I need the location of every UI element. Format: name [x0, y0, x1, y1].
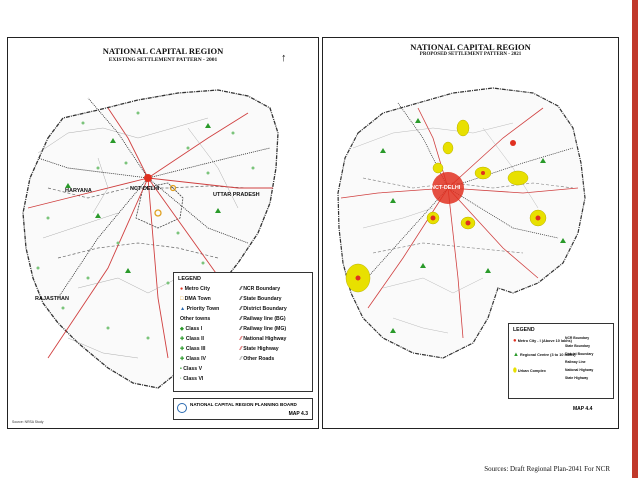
north-arrow-icon: ↑: [281, 52, 287, 64]
railway-mg-icon: ⁄⁄: [240, 326, 242, 332]
legend-item-national-highway: ⁄⁄ National Highway: [240, 336, 287, 342]
left-map-number: MAP 4.3: [288, 411, 308, 417]
ncr-boundary-icon: ⁄⁄: [240, 286, 242, 292]
legend-item-railway-mg: ⁄⁄ Railway line (MG): [240, 326, 287, 332]
district-boundary-icon: ⁄⁄: [240, 306, 242, 312]
legend-item-class-5: • Class V: [180, 366, 203, 372]
class-3-icon: ✚: [180, 346, 185, 352]
legend-item-district-boundary: ⁄⁄ District Boundary: [240, 306, 287, 312]
left-map-title: NATIONAL CAPITAL REGION: [102, 46, 224, 56]
legend-item-railway-bg: ⁄⁄ Railway line (BG): [240, 316, 286, 322]
planning-board-name: NATIONAL CAPITAL REGION PLANNING BOARD: [190, 402, 297, 407]
ncr-board-logo-icon: [177, 403, 187, 413]
uttar-pradesh-label: UTTAR PRADESH: [213, 192, 260, 198]
legend-item-state-boundary: ⁄⁄ State Boundary: [240, 296, 282, 302]
metro-city-icon: ●: [513, 338, 517, 344]
legend-item-class-1: ◆ Class I: [180, 326, 203, 332]
planning-board-box: NATIONAL CAPITAL REGION PLANNING BOARD M…: [173, 398, 313, 420]
left-source-note: Source: NRSA Study: [12, 420, 44, 424]
legend-item-dma-town: □ DMA Town: [180, 296, 211, 302]
right-legend: LEGEND ● Metro City - I (Above 10 lakhs)…: [508, 323, 614, 399]
railway-bg-icon: ⁄⁄: [240, 316, 242, 322]
legend-item-ncr-boundary: NCR Boundary: [565, 336, 590, 340]
priority-town-icon: ▲: [180, 306, 186, 312]
slide-source-caption: Sources: Draft Regional Plan-2041 For NC…: [484, 465, 610, 473]
legend-item-priority-town: ▲ Priority Town: [180, 306, 220, 312]
legend-item-state-boundary: State Boundary: [565, 344, 591, 348]
dma-town-icon: □: [180, 296, 184, 302]
legend-item-class-4: ✚ Class IV: [180, 356, 206, 362]
right-map-drawing: [337, 87, 586, 359]
regional-centre-icon: ▲: [513, 352, 519, 358]
class-5-icon: •: [180, 366, 182, 372]
right-map-title: NATIONAL CAPITAL REGION: [410, 42, 531, 52]
slide-accent-bar: [632, 0, 638, 478]
legend-item-class-2: ✚ Class II: [180, 336, 204, 342]
legend-item-national-highway: National Highway: [565, 368, 594, 372]
metro-city-icon: ●: [180, 286, 184, 292]
legend-item-class-3: ✚ Class III: [180, 346, 206, 352]
urban-complex-icon: ⬮: [513, 368, 517, 374]
left-map-subtitle: EXISTING SETTLEMENT PATTERN - 2001: [108, 57, 218, 63]
nct-delhi-label: NCT DELHI: [130, 186, 160, 192]
rajasthan-label: RAJASTHAN: [35, 296, 69, 302]
legend-item-metro-city: ● Metro City - I (Above 10 lakhs): [513, 338, 572, 344]
class-6-icon: ·: [180, 376, 182, 382]
right-legend-heading: LEGEND: [513, 327, 535, 333]
legend-item-railway-line: Railway Line: [565, 360, 586, 364]
left-map-drawing: [22, 89, 279, 389]
legend-item-class-6: · Class VI: [180, 376, 204, 382]
other-roads-icon: ⁄⁄: [240, 356, 242, 362]
left-legend: LEGEND ● Metro City □ DMA Town ▲ Priorit…: [173, 272, 313, 392]
national-highway-icon: ⁄⁄: [240, 336, 242, 342]
existing-settlement-map: NATIONAL CAPITAL REGION EXISTING SETTLEM…: [7, 37, 319, 429]
class-2-icon: ✚: [180, 336, 185, 342]
legend-item-urban-complex: ⬮ Urban Complex: [513, 368, 546, 374]
class-4-icon: ✚: [180, 356, 185, 362]
left-legend-heading: LEGEND: [178, 276, 201, 282]
legend-item-district-boundary: District Boundary: [565, 352, 594, 356]
legend-item-metro-city: ● Metro City: [180, 286, 210, 292]
nct-delhi-label: NCT-DELHI: [431, 185, 461, 191]
haryana-label: HARYANA: [65, 188, 92, 194]
legend-item-regional-centre: ▲ Regional Centre (3 to 10 lakhs): [513, 352, 576, 358]
state-highway-icon: ⁄⁄: [240, 346, 242, 352]
proposed-settlement-map: NATIONAL CAPITAL REGION PROPOSED SETTLEM…: [322, 37, 619, 429]
right-map-number: MAP 4.4: [573, 406, 593, 412]
legend-item-state-highway: State Highway: [565, 376, 589, 380]
legend-item-state-highway: ⁄⁄ State Highway: [240, 346, 279, 352]
right-map-subtitle: PROPOSED SETTLEMENT PATTERN - 2021: [419, 52, 522, 57]
legend-item-ncr-boundary: ⁄⁄ NCR Boundary: [240, 286, 281, 292]
legend-item-other-roads: ⁄⁄ Other Roads: [240, 356, 275, 362]
class-1-icon: ◆: [180, 326, 184, 332]
legend-item-other-towns: Other towns: [180, 316, 211, 322]
state-boundary-icon: ⁄⁄: [240, 296, 242, 302]
